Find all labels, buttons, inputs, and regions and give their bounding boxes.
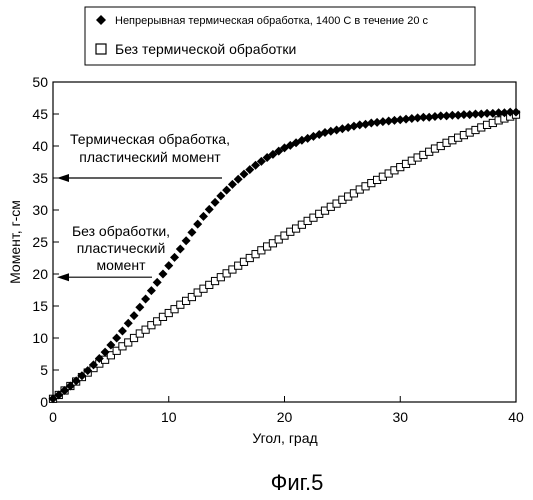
- data-point-heat-treated-30: [222, 186, 231, 195]
- y-tick-label-5: 25: [32, 234, 48, 250]
- data-point-heat-treated-23: [182, 236, 191, 245]
- annotation-heat-treated: Термическая обработка, пластический моме…: [57, 131, 230, 182]
- y-axis-title: Момент, г-см: [7, 200, 23, 284]
- annotation-untreated-line-1: Без обработки,: [72, 223, 170, 239]
- data-point-heat-treated-11: [112, 334, 121, 343]
- y-tick-label-10: 50: [32, 74, 48, 90]
- data-point-heat-treated-18: [153, 278, 162, 287]
- data-point-heat-treated-16: [141, 294, 150, 303]
- data-point-heat-treated-12: [118, 326, 127, 335]
- data-point-heat-treated-22: [176, 245, 185, 254]
- annotation-heat-treated-line-1: Термическая обработка,: [70, 131, 230, 147]
- y-axis-ticks: 0 5 10 15 20 25 30 35 40 45 50: [32, 74, 59, 410]
- legend-label-untreated: Без термической обработки: [115, 41, 296, 57]
- data-point-heat-treated-25: [193, 220, 202, 229]
- y-tick-label-3: 15: [32, 298, 48, 314]
- data-point-heat-treated-31: [228, 180, 237, 189]
- data-point-heat-treated-20: [164, 261, 173, 270]
- y-tick-label-0: 0: [40, 394, 48, 410]
- annotation-heat-treated-arrowhead: [57, 174, 69, 182]
- annotation-untreated-line-3: момент: [97, 257, 147, 273]
- annotation-heat-treated-line-2: пластический момент: [79, 149, 221, 165]
- figure-caption: Фиг.5: [271, 470, 324, 495]
- legend: Непрерывная термическая обработка, 1400 …: [85, 7, 475, 65]
- y-tick-label-6: 30: [32, 202, 48, 218]
- data-point-heat-treated-17: [147, 286, 156, 295]
- annotation-untreated: Без обработки, пластический момент: [57, 223, 170, 281]
- x-tick-label-2: 20: [277, 409, 293, 425]
- x-tick-label-0: 0: [49, 409, 57, 425]
- x-tick-label-4: 40: [508, 409, 524, 425]
- y-tick-label-7: 35: [32, 170, 48, 186]
- x-tick-label-1: 10: [161, 409, 177, 425]
- data-point-heat-treated-24: [187, 228, 196, 237]
- y-tick-label-1: 5: [40, 362, 48, 378]
- data-point-heat-treated-14: [130, 311, 139, 320]
- y-tick-label-2: 10: [32, 330, 48, 346]
- data-point-heat-treated-21: [170, 253, 179, 262]
- data-point-heat-treated-15: [135, 303, 144, 312]
- x-tick-label-3: 30: [392, 409, 408, 425]
- annotation-untreated-line-2: пластический: [77, 240, 166, 256]
- x-axis-ticks: 0 10 20 30 40: [49, 396, 524, 425]
- data-point-heat-treated-29: [216, 191, 225, 200]
- y-tick-label-8: 40: [32, 138, 48, 154]
- data-point-heat-treated-13: [124, 319, 133, 328]
- data-point-heat-treated-27: [205, 205, 214, 214]
- y-tick-label-9: 45: [32, 106, 48, 122]
- legend-square-marker: [96, 44, 106, 54]
- x-axis-title: Угол, град: [252, 430, 317, 446]
- data-point-heat-treated-28: [211, 198, 220, 207]
- data-point-heat-treated-32: [234, 175, 243, 184]
- data-point-heat-treated-19: [158, 270, 167, 279]
- legend-label-heat-treated: Непрерывная термическая обработка, 1400 …: [115, 15, 428, 27]
- y-tick-label-4: 20: [32, 266, 48, 282]
- data-point-heat-treated-26: [199, 212, 208, 221]
